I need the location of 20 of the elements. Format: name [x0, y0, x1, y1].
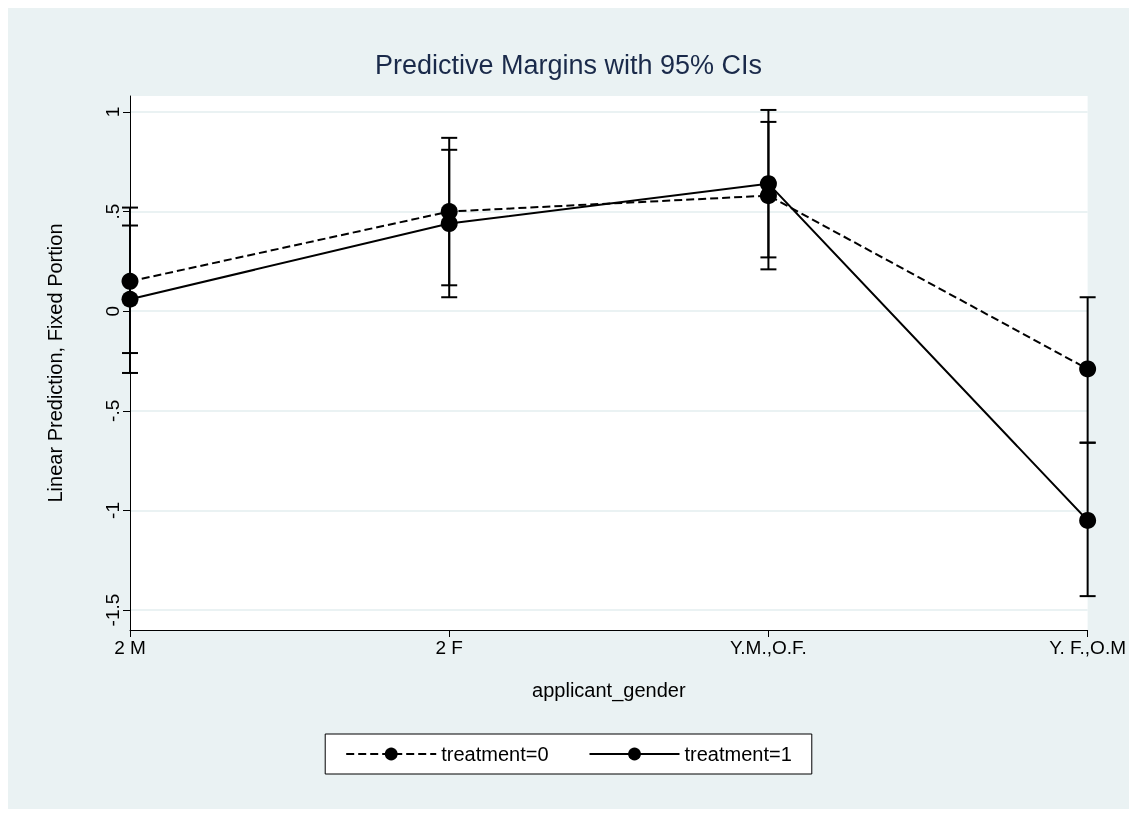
y-tick-label: -1.5: [102, 593, 123, 627]
y-tick-label: 1: [102, 106, 123, 118]
x-tick-label: 2 M: [114, 637, 146, 658]
point: [1079, 511, 1097, 529]
legend-label: treatment=0: [441, 743, 549, 765]
point: [121, 290, 139, 308]
chart-title: Predictive Margins with 95% CIs: [374, 49, 763, 80]
y-axis-title: Linear Prediction, Fixed Portion: [44, 223, 66, 503]
x-tick-label: Y.M.,O.F.: [730, 637, 807, 658]
x-axis-title: applicant_gender: [532, 679, 686, 702]
point: [121, 272, 139, 290]
y-tick-label: -1: [102, 501, 123, 519]
x-tick-label: 2 F: [435, 637, 463, 658]
point: [440, 215, 458, 233]
x-tick-label: Y. F.,O.M: [1049, 637, 1127, 658]
y-tick-label: .5: [102, 203, 123, 220]
y-tick-label: 0: [102, 305, 123, 317]
y-tick-label: -.5: [102, 399, 123, 422]
point: [1079, 360, 1097, 378]
legend-label: treatment=1: [684, 743, 792, 765]
